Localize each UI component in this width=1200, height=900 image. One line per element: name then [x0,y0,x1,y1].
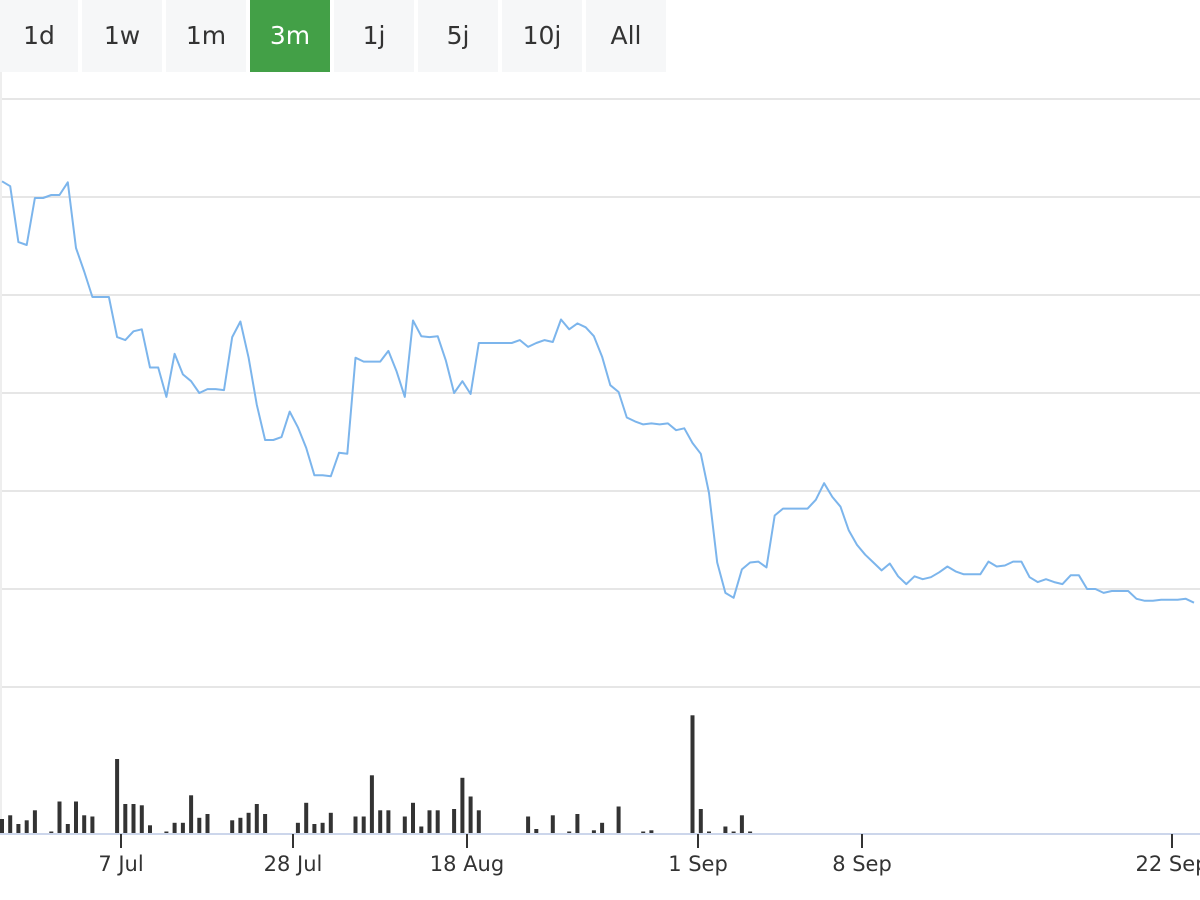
volume-bar [748,831,753,834]
volume-bar [690,715,695,835]
volume-bar [205,814,210,834]
volume-bar [148,825,152,835]
volume-bar [320,822,325,835]
volume-bar [649,830,654,835]
volume-bar [139,805,144,835]
range-button-all[interactable]: All [586,0,666,72]
volume-bar [172,822,177,835]
volume-bar [57,801,62,834]
volume-bar [197,817,202,835]
volume-bar [312,824,317,834]
volume-bar [460,777,465,835]
volume-bar [295,822,300,835]
volume-bar [567,831,572,834]
volume-bar [476,810,481,835]
volume-bar-series [0,715,753,835]
range-button-1j[interactable]: 1j [334,0,414,72]
volume-bar [526,816,531,834]
volume-bar [74,801,78,834]
volume-bar [65,824,70,834]
volume-bar [707,831,711,834]
volume-bar [369,775,374,835]
volume-bar [427,810,432,835]
volume-bar [304,802,309,835]
volume-bar [238,817,243,835]
volume-bar [402,816,407,834]
volume-bar [254,804,259,834]
range-button-1d[interactable]: 1d [0,0,78,72]
volume-bar [435,810,440,835]
volume-bar [90,816,95,834]
volume-bar [452,809,457,834]
volume-bar [180,822,185,835]
volume-bar [600,822,605,835]
volume-bar [49,831,54,834]
range-selector: 1d 1w 1m 3m 1j 5j 10j All [0,0,670,72]
grid-lines [0,72,1200,834]
volume-bar [698,809,703,834]
volume-bar [739,815,744,835]
x-tick-label: 18 Aug [430,852,504,876]
volume-bar [616,806,621,834]
volume-bar [353,816,358,834]
volume-bar [246,812,251,835]
volume-bar [8,815,13,835]
volume-bar [328,812,333,835]
range-button-10j[interactable]: 10j [502,0,582,72]
volume-bar [0,819,4,834]
x-axis: 7 Jul 28 Jul 18 Aug 1 Sep 8 Sep 22 Sep [0,833,1200,876]
volume-bar [378,810,383,835]
volume-bar [641,831,646,834]
volume-bar [419,826,424,834]
volume-bar [24,820,29,835]
volume-bar [230,820,235,835]
x-tick-label: 22 Sep [1136,852,1200,876]
volume-bar [723,826,728,834]
volume-bar [123,804,128,834]
volume-bar [575,814,580,834]
volume-bar [131,804,136,834]
price-line [1,180,1195,604]
volume-bar [189,795,194,835]
volume-bar [468,796,473,834]
volume-bar [534,829,539,834]
volume-bar [32,810,37,835]
volume-bar [164,831,169,834]
x-tick-label: 8 Sep [832,852,892,876]
volume-bar [115,759,120,834]
range-button-3m[interactable]: 3m [250,0,330,72]
range-button-5j[interactable]: 5j [418,0,498,72]
volume-bar [82,815,87,835]
volume-bar [263,814,268,834]
volume-bar [361,816,366,834]
volume-bar [591,830,596,835]
volume-bar [731,831,736,834]
volume-bar [411,802,415,835]
x-tick-label: 1 Sep [668,852,728,876]
volume-bar [386,810,391,835]
x-tick-label: 7 Jul [98,852,143,876]
volume-bar [16,824,21,834]
price-line-series [1,180,1195,604]
x-tick-label: 28 Jul [264,852,323,876]
volume-bar [550,815,555,835]
range-button-1m[interactable]: 1m [166,0,246,72]
range-button-1w[interactable]: 1w [82,0,162,72]
